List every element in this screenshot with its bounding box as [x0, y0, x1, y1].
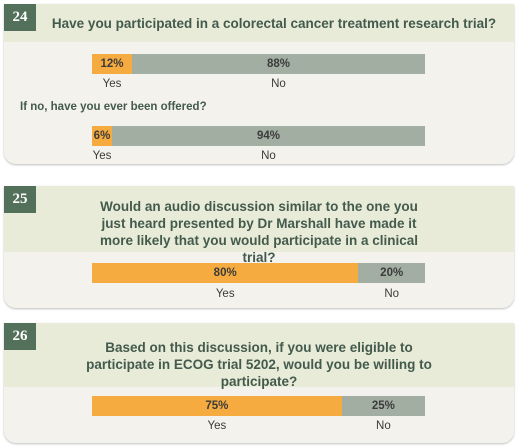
category-label-yes: Yes	[215, 288, 235, 300]
bar-segment-no: 25%	[341, 396, 425, 416]
question-text: Would an audio discussion similar to the…	[99, 199, 419, 265]
category-label-yes: Yes	[92, 150, 112, 162]
question-number: 24	[4, 4, 36, 31]
bar-segment-yes: 12%	[92, 54, 132, 74]
category-label-no: No	[376, 420, 391, 432]
category-label-yes: Yes	[207, 420, 227, 432]
question-header: 24 Have you participated in a colorectal…	[4, 4, 514, 42]
category-label-yes: Yes	[102, 78, 122, 90]
response-bar: 75% 25%	[92, 396, 425, 416]
question-number: 26	[4, 323, 36, 350]
category-labels: Yes No	[92, 287, 425, 301]
bar-segment-no: 94%	[111, 126, 425, 146]
bar-segment-yes: 80%	[92, 263, 359, 283]
bar-segment-no: 88%	[131, 54, 425, 74]
question-panel-25: 25 Would an audio discussion similar to …	[4, 186, 514, 308]
category-labels: Yes No	[92, 149, 425, 163]
response-bar: 12% 88%	[92, 54, 425, 74]
response-bar: 6% 94%	[92, 126, 425, 146]
category-labels: Yes No	[92, 419, 425, 433]
category-label-no: No	[384, 288, 400, 300]
question-panel-26: 26 Based on this discussion, if you were…	[4, 323, 514, 443]
bar-segment-yes: 6%	[92, 126, 112, 146]
question-number: 25	[4, 186, 36, 213]
category-labels: Yes No	[92, 77, 425, 91]
category-label-no: No	[261, 150, 276, 162]
bar-segment-yes: 75%	[92, 396, 342, 416]
question-header: 25 Would an audio discussion similar to …	[4, 186, 514, 265]
question-header: 26 Based on this discussion, if you were…	[4, 323, 514, 389]
question-text: Based on this discussion, if you were el…	[86, 340, 432, 389]
question-text: Have you participated in a colorectal ca…	[51, 16, 497, 31]
bar-segment-no: 20%	[358, 263, 425, 283]
category-label-no: No	[271, 78, 286, 90]
sub-question-text: If no, have you ever been offered?	[20, 101, 207, 113]
response-bar: 80% 20%	[92, 263, 425, 283]
question-panel-24: 24 Have you participated in a colorectal…	[4, 4, 514, 164]
